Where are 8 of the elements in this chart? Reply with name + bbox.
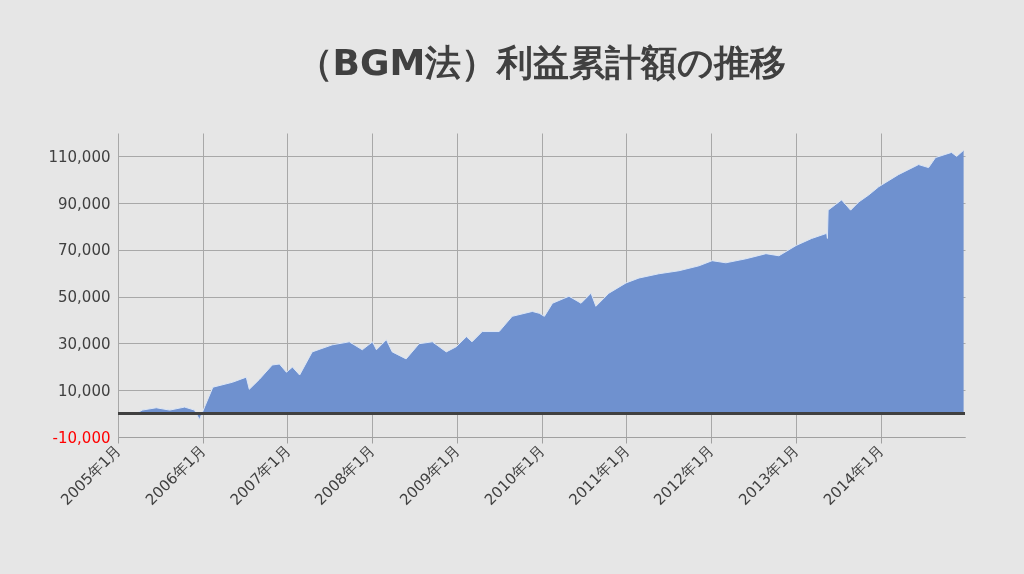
y-tick-label: 30,000 (58, 334, 111, 353)
y-tick-label: 50,000 (58, 288, 111, 307)
y-tick-label: -10,000 (52, 428, 111, 447)
y-tick-label: 70,000 (58, 241, 111, 260)
y-tick-label: 10,000 (58, 381, 111, 400)
y-tick-label: 90,000 (58, 194, 111, 213)
y-tick-label: 110,000 (48, 147, 111, 166)
chart-title: （BGM法）利益累計額の推移 (296, 42, 787, 83)
